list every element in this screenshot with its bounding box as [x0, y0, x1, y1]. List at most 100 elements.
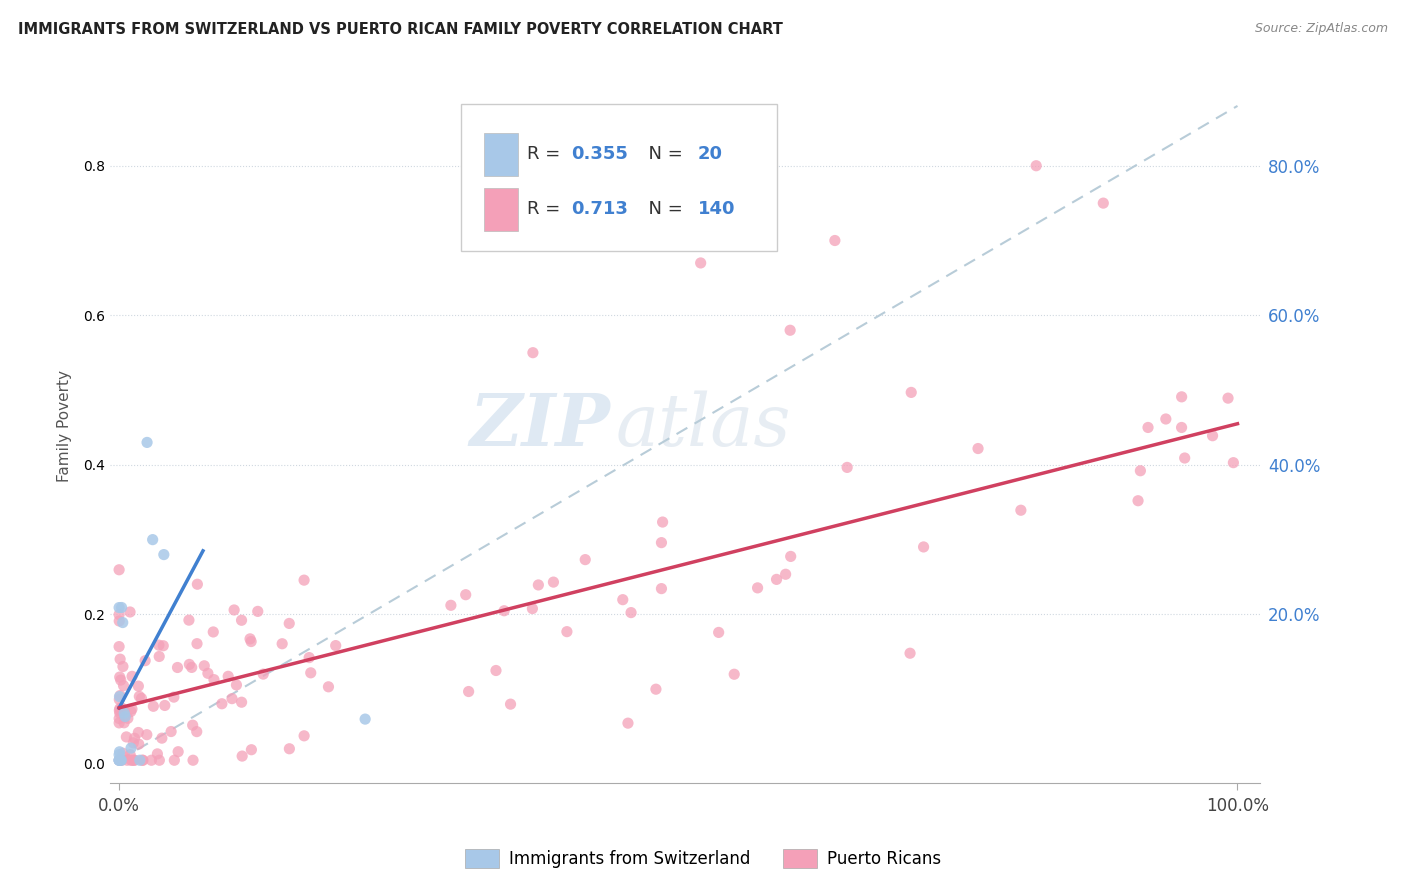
Point — [645, 682, 668, 697]
Point — [494, 604, 516, 618]
Point — [108, 752, 131, 766]
Text: N =: N = — [637, 145, 688, 163]
Point — [1170, 390, 1192, 404]
Point — [1092, 196, 1115, 211]
Point — [121, 702, 143, 716]
Point — [177, 613, 200, 627]
Point — [108, 753, 131, 767]
Point — [128, 737, 150, 751]
Point — [522, 601, 544, 615]
Point — [131, 753, 153, 767]
Point — [181, 753, 204, 767]
Point — [112, 703, 135, 717]
Point — [132, 753, 155, 767]
Point — [499, 697, 522, 711]
FancyBboxPatch shape — [461, 104, 778, 251]
Point — [325, 639, 347, 653]
Point — [108, 753, 131, 767]
Point — [485, 664, 508, 678]
Point — [225, 678, 247, 692]
Point — [108, 692, 131, 706]
Point — [112, 715, 135, 730]
Point — [163, 753, 186, 767]
Point — [231, 749, 253, 764]
Point — [211, 697, 233, 711]
Point — [121, 669, 143, 683]
Point — [217, 669, 239, 683]
Text: 0.355: 0.355 — [571, 145, 628, 163]
Point — [108, 689, 131, 703]
Point — [166, 660, 188, 674]
Point — [108, 670, 131, 684]
Point — [252, 667, 274, 681]
Point — [148, 638, 170, 652]
Point — [354, 712, 377, 726]
Point — [555, 624, 578, 639]
Point — [202, 624, 225, 639]
Point — [108, 652, 131, 666]
Text: IMMIGRANTS FROM SWITZERLAND VS PUERTO RICAN FAMILY POVERTY CORRELATION CHART: IMMIGRANTS FROM SWITZERLAND VS PUERTO RI… — [18, 22, 783, 37]
Point — [131, 691, 153, 706]
Point — [115, 753, 138, 767]
Point — [127, 725, 149, 739]
Point — [224, 603, 246, 617]
Point — [108, 690, 131, 704]
Point — [111, 659, 134, 673]
Text: ZIP: ZIP — [470, 390, 610, 461]
Point — [148, 753, 170, 767]
Point — [111, 746, 134, 760]
Point — [150, 731, 173, 746]
Point — [292, 573, 315, 587]
Point — [124, 753, 146, 767]
Text: atlas: atlas — [616, 391, 792, 461]
Point — [1201, 428, 1223, 442]
Point — [108, 745, 131, 759]
Point — [1170, 420, 1192, 434]
Point — [135, 728, 157, 742]
Point — [912, 540, 935, 554]
Point — [246, 604, 269, 618]
Point — [141, 753, 163, 767]
Point — [112, 679, 135, 693]
Point — [111, 701, 134, 715]
Point — [651, 515, 673, 529]
Point — [115, 730, 138, 744]
Point — [1154, 412, 1177, 426]
Point — [122, 736, 145, 750]
Point — [122, 753, 145, 767]
Text: R =: R = — [527, 200, 567, 219]
Point — [124, 731, 146, 746]
Point — [1222, 456, 1244, 470]
Point — [239, 632, 262, 646]
Point — [111, 615, 134, 630]
Point — [775, 567, 797, 582]
Text: Source: ZipAtlas.com: Source: ZipAtlas.com — [1254, 22, 1388, 36]
Point — [136, 435, 159, 450]
Point — [153, 698, 176, 713]
Point — [278, 741, 301, 756]
Point — [120, 741, 142, 756]
Point — [153, 548, 176, 562]
Point — [110, 753, 132, 767]
Point — [120, 747, 142, 762]
Point — [197, 666, 219, 681]
Point — [114, 709, 136, 723]
Point — [120, 705, 142, 719]
Point — [1025, 159, 1047, 173]
Point — [114, 710, 136, 724]
Point — [824, 234, 846, 248]
Point — [779, 549, 801, 564]
Point — [112, 706, 135, 721]
Point — [108, 703, 131, 717]
Point — [612, 592, 634, 607]
Point — [108, 614, 131, 628]
Point — [318, 680, 340, 694]
Point — [110, 673, 132, 687]
Point — [167, 745, 190, 759]
Point — [240, 634, 263, 648]
Point — [221, 691, 243, 706]
Point — [231, 695, 253, 709]
Point — [111, 753, 134, 767]
Point — [707, 625, 730, 640]
Point — [118, 605, 141, 619]
